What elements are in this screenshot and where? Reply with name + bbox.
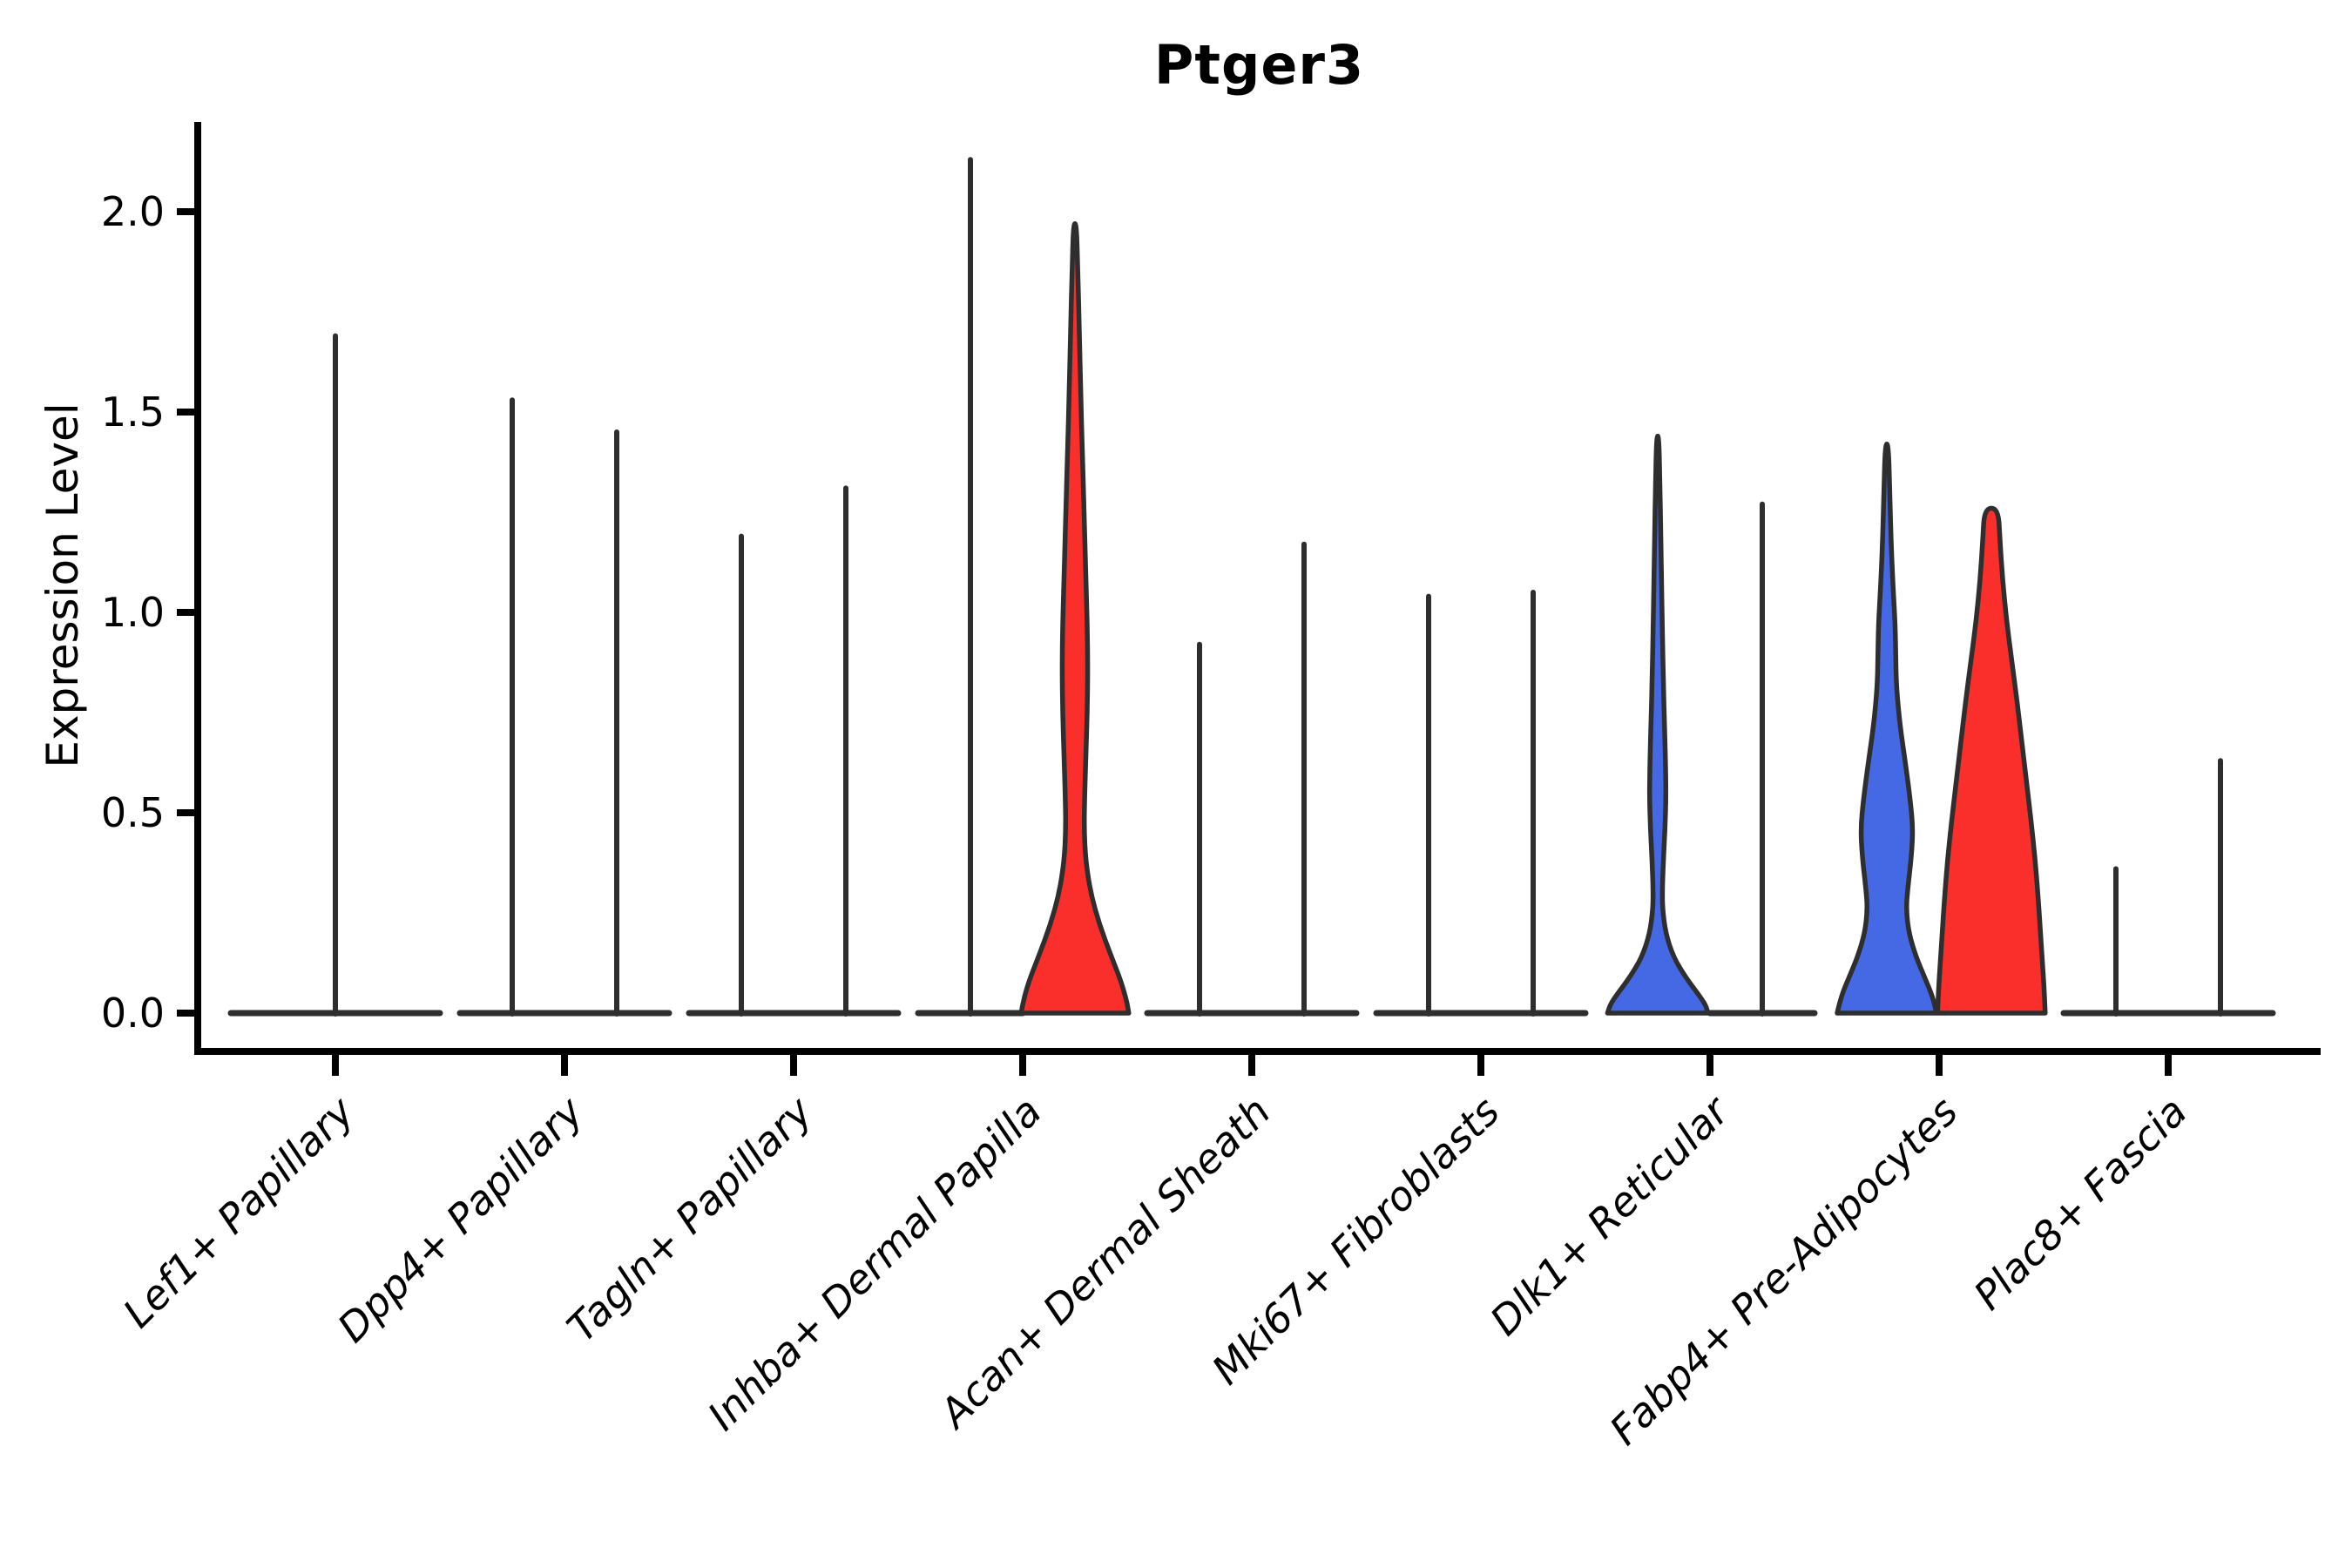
x-tick-label: Dlk1+ Reticular [1481,1085,1740,1344]
y-tick-label: 1.5 [101,389,165,436]
y-tick-label: 0.5 [101,789,165,836]
plot-title: Ptger3 [1153,33,1365,97]
violin-inhba-dermal-papilla-2-red [1018,221,1132,1016]
violin-fabp4-pre-adipocytes-1-blue [1835,442,1939,1016]
x-tick-label: Plac8+ Fascia [1964,1088,2195,1319]
y-tick-label: 1.0 [101,589,165,636]
violin-dlk1-reticular-1-blue [1605,433,1711,1016]
x-tick-label: Dpp4+ Papillary [328,1087,592,1351]
x-tick-label: Lef1+ Papillary [114,1087,363,1336]
x-tick-label: Tagln+ Papillary [558,1087,821,1351]
y-tick-label: 0.0 [101,990,165,1037]
y-tick-label: 2.0 [101,188,165,235]
violin-fabp4-pre-adipocytes-2-red [1935,505,2048,1016]
